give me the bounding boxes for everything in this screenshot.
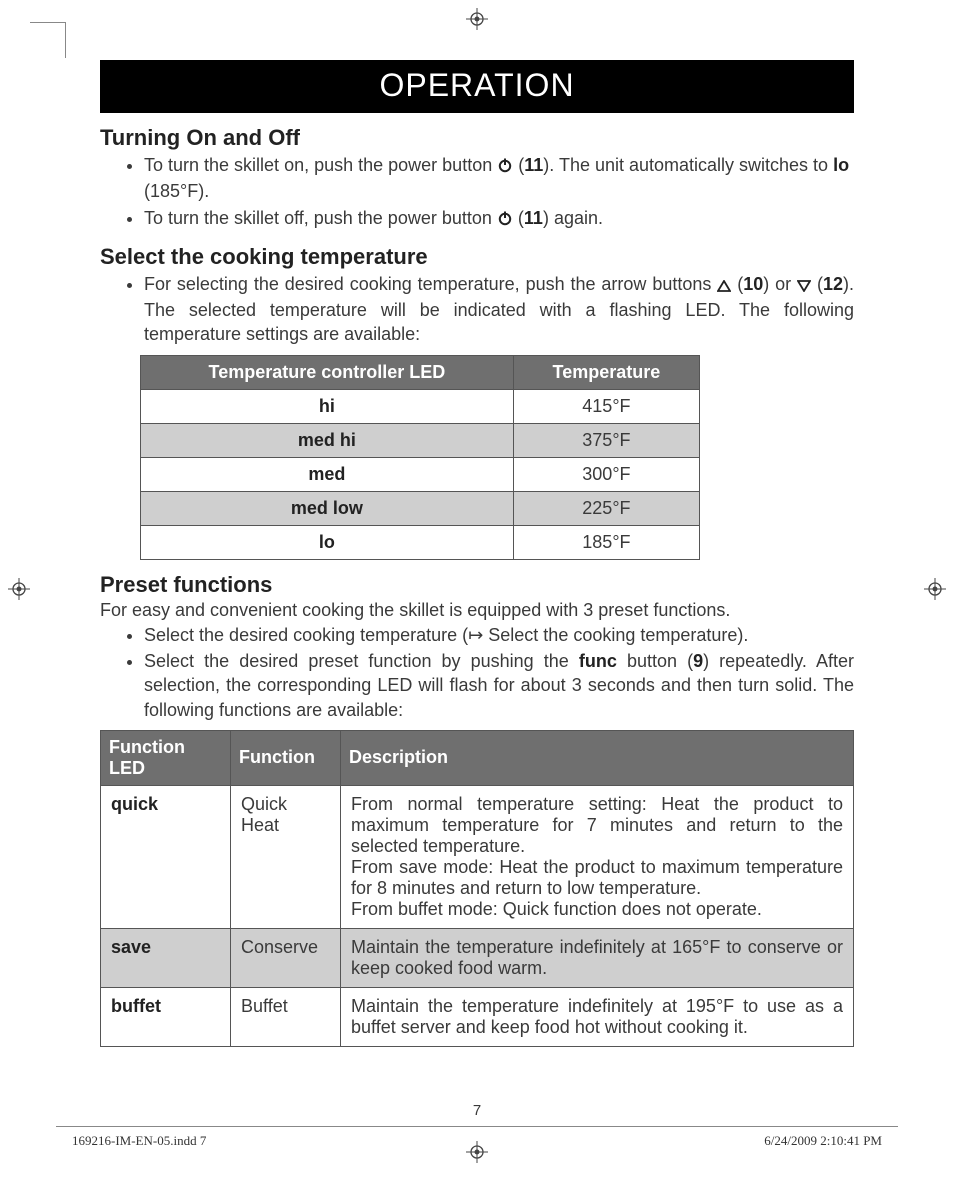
list-item: For selecting the desired cooking temper…	[144, 272, 854, 347]
text: For selecting the desired cooking temper…	[144, 274, 717, 294]
crop-mark	[50, 22, 66, 58]
footer-filename: 169216-IM-EN-05.indd 7	[72, 1133, 206, 1149]
power-icon	[497, 208, 513, 232]
select-list: For selecting the desired cooking temper…	[100, 272, 854, 347]
ref-number: 11	[524, 208, 543, 228]
text: . The unit automatically switches to	[549, 155, 833, 175]
turning-list: To turn the skillet on, push the power b…	[100, 153, 854, 232]
cell-description: Maintain the temperature indefinitely at…	[341, 928, 854, 987]
cell-function: Buffet	[231, 987, 341, 1046]
function-table: Function LED Function Description quickQ…	[100, 730, 854, 1047]
registration-mark-icon	[466, 8, 488, 30]
cell-led: med hi	[141, 423, 514, 457]
text: Select the desired preset function by pu…	[144, 651, 579, 671]
heading-turning: Turning On and Off	[100, 125, 854, 151]
col-header: Temperature controller LED	[141, 355, 514, 389]
ref-number: 11	[524, 155, 543, 175]
ref-number: 12	[823, 274, 843, 294]
heading-preset: Preset functions	[100, 572, 854, 598]
list-item: Select the desired cooking temperature (…	[144, 623, 854, 647]
bold-text: lo	[833, 155, 849, 175]
preset-intro: For easy and convenient cooking the skil…	[100, 600, 854, 621]
text: To turn the skillet off, push the power …	[144, 208, 497, 228]
cell-led: lo	[141, 525, 514, 559]
page: OPERATION Turning On and Off To turn the…	[0, 0, 954, 1177]
table-row: med low225°F	[141, 491, 700, 525]
table-header: Function LED Function Description	[101, 730, 854, 785]
text: or	[775, 274, 797, 294]
cell-led: med low	[141, 491, 514, 525]
cell-led: med	[141, 457, 514, 491]
ref-number: 9	[693, 651, 703, 671]
temperature-table: Temperature controller LED Temperature h…	[140, 355, 700, 560]
section-banner: OPERATION	[100, 60, 854, 113]
preset-list: Select the desired cooking temperature (…	[100, 623, 854, 722]
col-header: Temperature	[513, 355, 699, 389]
cell-temp: 225°F	[513, 491, 699, 525]
ref-number: 10	[743, 274, 763, 294]
text: Select the cooking temperature).	[483, 625, 748, 645]
page-number: 7	[0, 1102, 954, 1119]
list-item: To turn the skillet off, push the power …	[144, 206, 854, 232]
text: (185°F).	[144, 181, 209, 201]
table-row: med hi375°F	[141, 423, 700, 457]
cell-function: Quick Heat	[231, 785, 341, 928]
text: )	[763, 274, 769, 294]
text: Select the desired cooking temperature (	[144, 625, 468, 645]
text: button (	[617, 651, 693, 671]
table-row: hi415°F	[141, 389, 700, 423]
text: again.	[549, 208, 603, 228]
table-row: buffetBuffetMaintain the temperature ind…	[101, 987, 854, 1046]
registration-mark-icon	[466, 1141, 488, 1163]
table-row: lo185°F	[141, 525, 700, 559]
table-header: Temperature controller LED Temperature	[141, 355, 700, 389]
table-body: quickQuick HeatFrom normal temperature s…	[101, 785, 854, 1046]
cell-temp: 375°F	[513, 423, 699, 457]
col-header: Description	[341, 730, 854, 785]
arrow-icon: ↦	[468, 625, 483, 645]
list-item: To turn the skillet on, push the power b…	[144, 153, 854, 204]
triangle-up-icon	[717, 274, 731, 298]
col-header: Function LED	[101, 730, 231, 785]
bold-text: func	[579, 651, 617, 671]
cell-led: hi	[141, 389, 514, 423]
footer-timestamp: 6/24/2009 2:10:41 PM	[764, 1133, 882, 1149]
heading-select: Select the cooking temperature	[100, 244, 854, 270]
table-body: hi415°Fmed hi375°Fmed300°Fmed low225°Flo…	[141, 389, 700, 559]
table-row: saveConserveMaintain the temperature ind…	[101, 928, 854, 987]
table-row: quickQuick HeatFrom normal temperature s…	[101, 785, 854, 928]
content-area: OPERATION Turning On and Off To turn the…	[100, 60, 854, 1047]
cell-function-led: save	[101, 928, 231, 987]
triangle-down-icon	[797, 274, 811, 298]
banner-title: OPERATION	[379, 67, 574, 103]
list-item: Select the desired preset function by pu…	[144, 649, 854, 722]
cell-function: Conserve	[231, 928, 341, 987]
cell-function-led: buffet	[101, 987, 231, 1046]
cell-description: From normal temperature setting: Heat th…	[341, 785, 854, 928]
cell-function-led: quick	[101, 785, 231, 928]
cell-temp: 415°F	[513, 389, 699, 423]
cell-temp: 300°F	[513, 457, 699, 491]
col-header: Function	[231, 730, 341, 785]
cell-description: Maintain the temperature indefinitely at…	[341, 987, 854, 1046]
cell-temp: 185°F	[513, 525, 699, 559]
footer-rule	[56, 1126, 898, 1127]
registration-mark-icon	[8, 578, 30, 600]
text: To turn the skillet on, push the power b…	[144, 155, 497, 175]
power-icon	[497, 155, 513, 179]
table-row: med300°F	[141, 457, 700, 491]
registration-mark-icon	[924, 578, 946, 600]
